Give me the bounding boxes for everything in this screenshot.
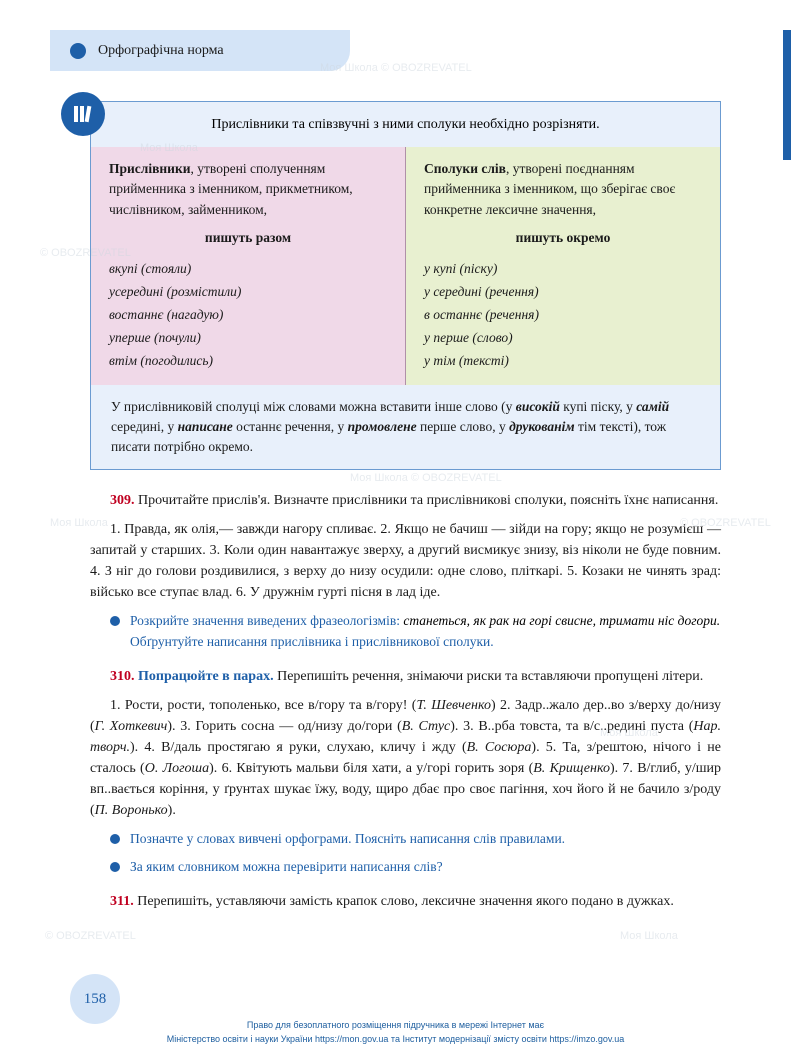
ex310-bullet2-text: За яким словником можна перевірити напис… [130, 857, 721, 877]
ex309-bullet1-text: Розкрийте значення виведених фразеологіз… [130, 611, 721, 652]
col-left-header: Прислівники, утворені сполученням прийме… [109, 159, 387, 220]
info-table: Прислівники, утворені сполученням прийме… [91, 147, 720, 385]
ex310-bullet1: Позначте у словах вивчені орфограми. Поя… [90, 829, 721, 849]
ex311-num: 311. [110, 894, 134, 909]
col-right-rule: пишуть окремо [424, 228, 702, 248]
ex309-instruction: Прочитайте прислів'я. Визначте прислівни… [138, 493, 718, 508]
info-intro: Прислівники та співзвучні з ними сполуки… [91, 102, 720, 147]
ex310-body: 1. Рости, рости, тополенько, все в/гору … [90, 695, 721, 821]
bullet-icon [110, 834, 120, 844]
bullet-icon [110, 862, 120, 872]
info-box: Прислівники та співзвучні з ними сполуки… [90, 101, 721, 470]
col-right-bold: Сполуки слів [424, 161, 506, 176]
header-dot-icon [70, 43, 86, 59]
b1-italic: станеться, як рак на горі свисне, тримат… [403, 613, 720, 628]
ex309-body: 1. Правда, як олія,— завжди нагору сплив… [90, 519, 721, 603]
b1-prefix: Розкрийте значення виведених фразеологіз… [130, 613, 403, 628]
info-note: У прислівниковій сполуці між словами мож… [91, 385, 720, 470]
ex310-bullet1-text: Позначте у словах вивчені орфограми. Поя… [130, 829, 721, 849]
ex309-bullet1: Розкрийте значення виведених фразеологіз… [90, 611, 721, 652]
footer: Право для безоплатного розміщення підруч… [0, 1019, 791, 1046]
col-left-examples: вкупі (стояли) усередині (розмістили) во… [109, 258, 387, 373]
content-area: 309. Прочитайте прислів'я. Визначте прис… [0, 490, 791, 912]
page-number: 158 [70, 974, 120, 1024]
ex310-bullet2: За яким словником можна перевірити напис… [90, 857, 721, 877]
ex310-label: Попрацюйте в парах. [138, 669, 274, 684]
bullet-icon [110, 616, 120, 626]
footer-line1: Право для безоплатного розміщення підруч… [0, 1019, 791, 1033]
info-col-right: Сполуки слів, утворені поєднанням прийме… [406, 147, 720, 385]
col-right-examples: у купі (піску) у середині (речення) в ос… [424, 258, 702, 373]
col-left-rule: пишуть разом [109, 228, 387, 248]
col-left-bold: Прислівники [109, 161, 191, 176]
chapter-title: Орфографічна норма [98, 40, 224, 61]
books-icon [61, 92, 105, 136]
ex311-instruction: Перепишіть, уставляючи замість крапок сл… [137, 894, 674, 909]
footer-line2: Міністерство освіти і науки України http… [0, 1033, 791, 1047]
ex309-head: 309. Прочитайте прислів'я. Визначте прис… [90, 490, 721, 511]
ex310-head: 310. Попрацюйте в парах. Перепишіть рече… [90, 666, 721, 687]
ex309-num: 309. [110, 493, 135, 508]
color-bar [783, 30, 791, 160]
ex311-head: 311. Перепишіть, уставляючи замість крап… [90, 891, 721, 912]
watermark: © OBOZREVATEL [45, 928, 136, 945]
watermark: Моя Школа [620, 928, 678, 945]
ex310-num: 310. [110, 669, 135, 684]
chapter-header: Орфографічна норма [50, 30, 350, 71]
col-right-header: Сполуки слів, утворені поєднанням прийме… [424, 159, 702, 220]
b1-suffix: Обґрунтуйте написання прислівника і прис… [130, 634, 494, 649]
ex310-instruction: Перепишіть речення, знімаючи риски та вс… [274, 669, 704, 684]
watermark: Моя Школа © OBOZREVATEL [350, 470, 502, 487]
info-col-left: Прислівники, утворені сполученням прийме… [91, 147, 406, 385]
